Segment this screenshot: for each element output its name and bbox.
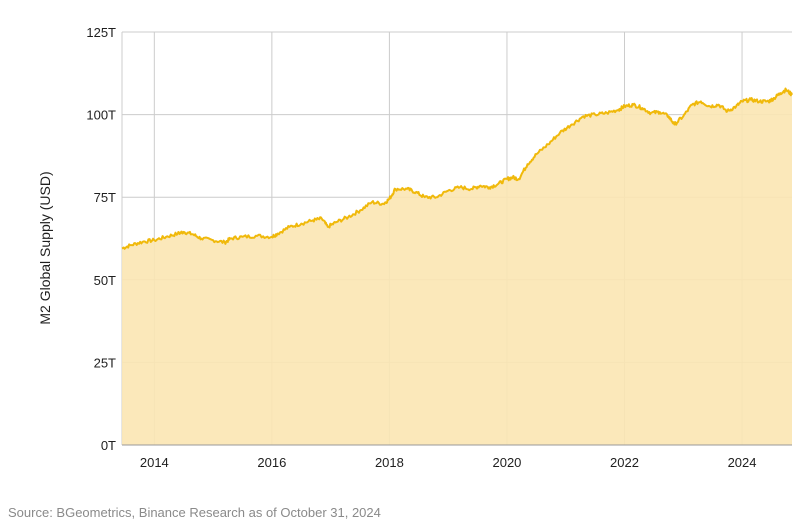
x-tick-label: 2024	[728, 455, 757, 470]
y-tick-label: 100T	[86, 108, 116, 123]
x-tick-label: 2022	[610, 455, 639, 470]
m2-supply-chart: 0T 25T 50T 75T 100T 125T 2014 2016 2018 2020 2022…	[37, 25, 793, 470]
plot-area	[121, 87, 793, 446]
x-tick-label: 2014	[140, 455, 169, 470]
y-tick-label: 50T	[94, 273, 116, 288]
x-axis-ticks: 2014 2016 2018 2020 2022 2024	[140, 455, 757, 470]
source-note: Source: BGeometrics, Binance Research as…	[8, 505, 381, 520]
series-line	[121, 87, 793, 250]
series-area-fill	[122, 88, 792, 445]
x-tick-label: 2018	[375, 455, 404, 470]
y-tick-label: 25T	[94, 355, 116, 370]
y-tick-label: 125T	[86, 25, 116, 40]
y-axis-ticks: 0T 25T 50T 75T 100T 125T	[86, 25, 116, 453]
y-tick-label: 0T	[101, 438, 116, 453]
x-tick-label: 2016	[257, 455, 286, 470]
x-tick-label: 2020	[492, 455, 521, 470]
y-tick-label: 75T	[94, 190, 116, 205]
y-axis-title: M2 Global Supply (USD)	[37, 171, 53, 324]
